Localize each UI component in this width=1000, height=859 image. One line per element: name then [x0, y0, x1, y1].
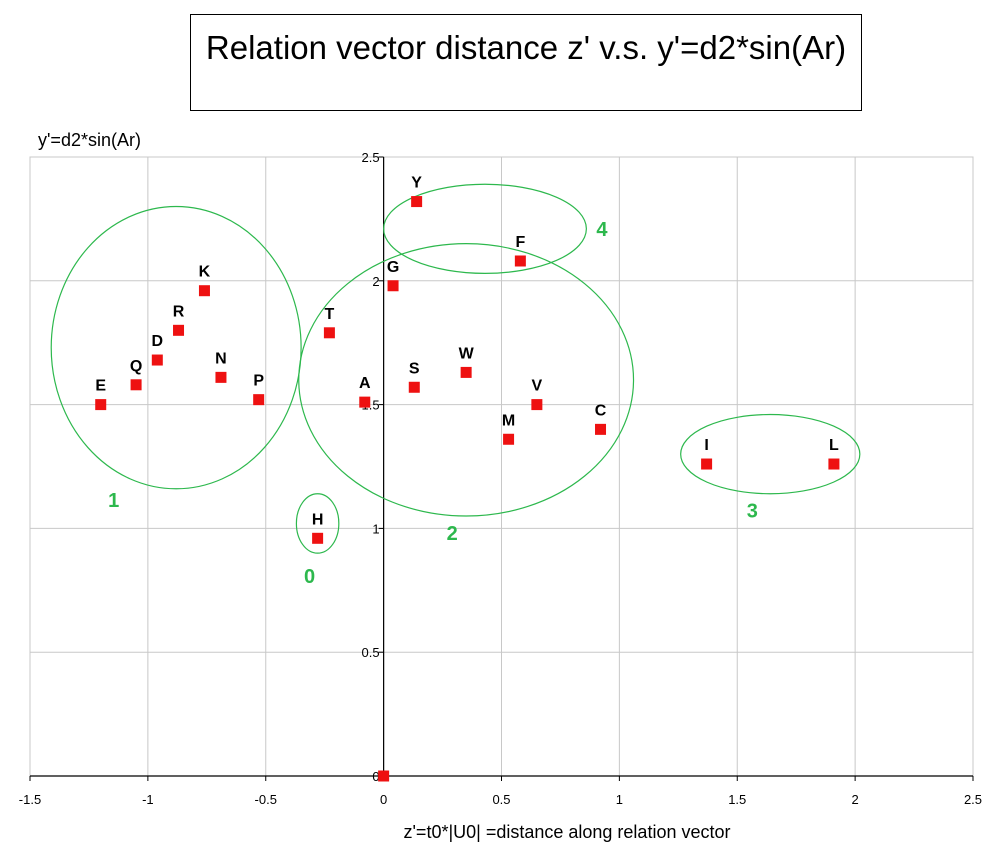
x-tick-label: 0 [380, 792, 387, 807]
y-tick-label: 1 [372, 521, 379, 536]
data-point-Q [130, 379, 142, 391]
data-point-E [95, 399, 107, 411]
group-ellipse-0 [295, 493, 340, 554]
data-point-N [215, 371, 227, 383]
point-label-A: A [359, 375, 371, 392]
data-point-W [460, 366, 472, 378]
data-points: E QDR K N P T A G S W MV C Y F I L H [95, 175, 840, 782]
group-ellipse-1 [50, 205, 302, 490]
point-label-H: H [312, 511, 324, 528]
point-label-T: T [325, 306, 335, 323]
group-ellipse-4 [383, 183, 587, 274]
point-label-R: R [173, 303, 185, 320]
point-label-E: E [95, 378, 106, 395]
y-tick-label: 0.5 [362, 645, 380, 660]
point-label-G: G [387, 259, 399, 276]
group-ellipse-2 [298, 243, 635, 517]
data-point-K [198, 285, 210, 297]
data-point-P [253, 394, 265, 406]
data-point-G [387, 280, 399, 292]
point-label-N: N [215, 350, 227, 367]
group-label-4: 4 [596, 219, 608, 241]
data-point-F [514, 255, 526, 267]
point-label-S: S [409, 360, 420, 377]
chart-title-box: Relation vector distance z' v.s. y'=d2*s… [190, 14, 862, 111]
x-axis-label: z'=t0*|U0| =distance along relation vect… [404, 822, 731, 842]
data-point-T [323, 327, 335, 339]
point-label-M: M [502, 412, 515, 429]
point-label-L: L [829, 437, 839, 454]
point-label-W: W [459, 345, 475, 362]
point-label-I: I [704, 437, 708, 454]
point-label-Y: Y [411, 175, 422, 192]
group-label-2: 2 [447, 523, 458, 545]
data-point-M [503, 433, 515, 445]
x-tick-label: -1 [142, 792, 154, 807]
data-point-H [312, 532, 324, 544]
point-label-D: D [152, 333, 164, 350]
chart-title: Relation vector distance z' v.s. y'=d2*s… [205, 29, 847, 66]
x-tick-label: -0.5 [255, 792, 277, 807]
data-point-I [701, 458, 713, 470]
point-label-Q: Q [130, 358, 142, 375]
group-label-1: 1 [108, 490, 119, 512]
data-point-V [531, 399, 543, 411]
data-point-R [173, 324, 185, 336]
data-point-Y [411, 196, 423, 208]
data-point-origin [378, 770, 390, 782]
data-point-A [359, 396, 371, 408]
data-point-C [595, 423, 607, 435]
y-tick-label: 2 [372, 274, 379, 289]
point-label-K: K [199, 264, 211, 281]
y-tick-label: 2.5 [362, 150, 380, 165]
x-tick-label: 1.5 [728, 792, 746, 807]
group-ellipse-3 [680, 413, 861, 495]
x-tick-label: 0.5 [492, 792, 510, 807]
x-tick-label: -1.5 [19, 792, 41, 807]
axes: -1.5-1-0.500.511.522.500.511.522.5 [19, 150, 982, 807]
data-point-S [408, 381, 420, 393]
point-label-V: V [532, 378, 543, 395]
x-tick-label: 1 [616, 792, 623, 807]
y-axis-label: y'=d2*sin(Ar) [38, 130, 141, 150]
data-point-L [828, 458, 840, 470]
x-tick-label: 2 [852, 792, 859, 807]
point-label-F: F [515, 234, 525, 251]
x-tick-label: 2.5 [964, 792, 982, 807]
group-ellipses: 0 1 2 3 4 [50, 183, 861, 588]
group-label-0: 0 [304, 566, 315, 588]
point-label-P: P [253, 373, 264, 390]
point-label-C: C [595, 402, 607, 419]
data-point-D [151, 354, 163, 366]
group-label-3: 3 [747, 501, 758, 523]
